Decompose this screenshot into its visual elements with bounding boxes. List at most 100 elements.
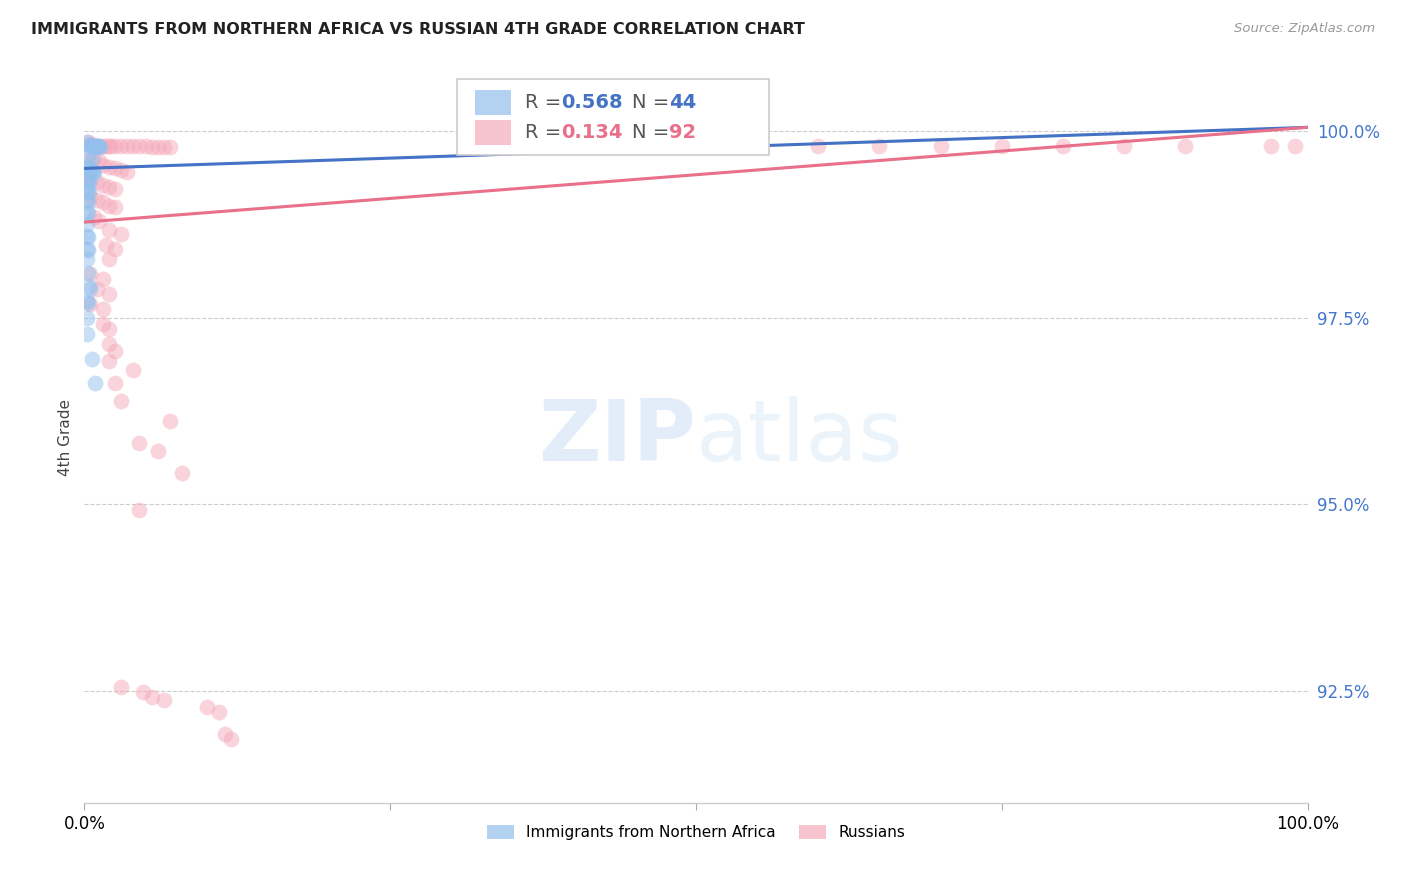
Point [79,268,101,282]
Point [219,732,242,747]
Point [104,139,127,153]
Point [172,466,194,480]
Point [77,295,100,310]
Point [82,139,104,153]
Point [104,344,127,359]
Point [82,165,104,179]
Point [110,139,132,153]
Text: Source: ZipAtlas.com: Source: ZipAtlas.com [1234,22,1375,36]
Point [100,139,122,153]
Point [122,139,145,153]
Point [135,139,157,153]
Point [77,244,100,258]
Point [76,204,98,219]
Point [110,162,132,177]
Point [80,351,103,366]
Point [104,200,127,214]
Point [110,680,132,694]
Point [97,322,120,336]
Point [146,443,169,458]
Point [77,230,100,244]
Point [76,252,98,267]
Point [91,158,114,172]
Point [91,272,114,286]
Point [77,174,100,188]
Text: 92: 92 [669,122,696,142]
Point [91,194,114,209]
Point [77,266,100,280]
Point [991,139,1014,153]
Point [1174,139,1197,153]
Point [80,163,103,178]
Point [104,242,127,256]
Point [76,193,98,207]
Point [1052,139,1074,153]
Point [77,161,100,176]
Point [122,363,145,377]
Point [97,222,120,236]
Point [97,354,120,368]
Point [89,140,111,154]
Point [83,210,105,224]
Point [97,160,120,174]
Point [76,242,98,256]
Point [76,172,98,186]
Point [146,140,169,154]
Point [91,178,114,192]
Text: 0.134: 0.134 [561,122,623,142]
Point [76,228,98,243]
FancyBboxPatch shape [457,78,769,155]
Point [159,140,181,154]
Point [195,700,218,714]
Point [159,414,181,428]
Point [97,139,120,153]
Point [83,139,105,153]
Point [79,172,101,186]
Point [79,139,101,153]
Point [86,282,108,296]
Text: atlas: atlas [696,395,904,479]
Point [141,140,163,154]
Point [83,166,105,180]
Point [79,162,101,177]
Point [87,153,110,168]
Point [77,137,100,152]
Text: ZIP: ZIP [538,395,696,479]
Point [104,182,127,196]
Point [76,310,98,325]
Point [84,376,107,391]
Point [869,139,891,153]
Point [79,297,101,311]
Point [76,135,98,149]
Point [82,138,104,153]
Point [97,252,120,267]
Point [807,139,830,153]
Point [97,286,120,301]
Point [91,139,114,153]
Point [128,503,150,517]
Point [96,139,118,153]
Point [87,213,110,227]
Point [96,237,118,252]
Point [76,218,98,232]
Point [86,193,108,207]
Point [87,139,110,153]
Point [87,139,110,153]
Point [83,153,105,167]
Point [77,194,100,209]
Text: R =: R = [524,94,567,112]
Point [97,336,120,351]
Point [86,139,108,153]
Point [87,139,110,153]
Point [76,182,98,196]
Point [77,135,100,149]
Text: N =: N = [633,122,676,142]
Point [76,170,98,185]
Point [80,137,103,152]
Point [79,282,101,296]
Point [79,136,101,151]
FancyBboxPatch shape [475,120,512,145]
Point [115,139,138,153]
Point [86,139,108,153]
Y-axis label: 4th Grade: 4th Grade [58,399,73,475]
